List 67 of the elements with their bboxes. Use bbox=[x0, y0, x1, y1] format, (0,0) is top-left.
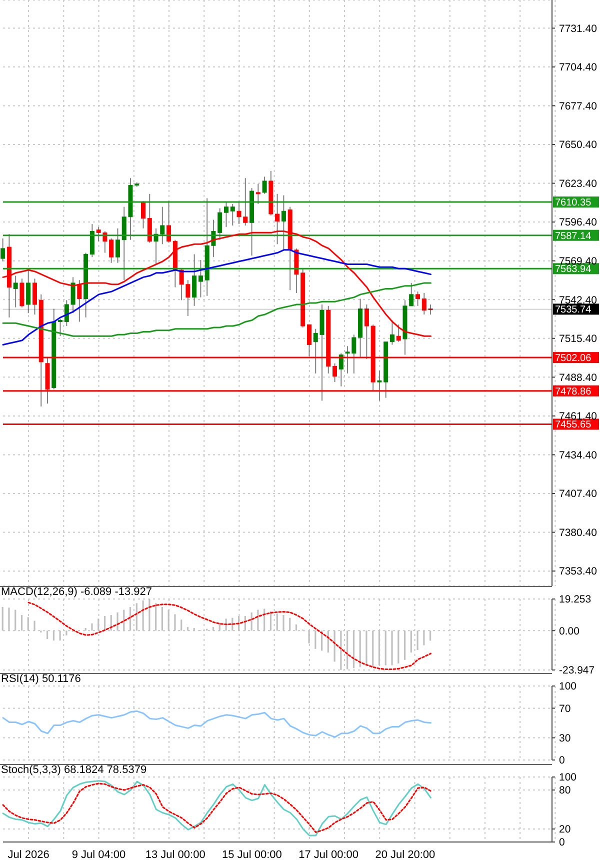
y-tick-label: 0 bbox=[559, 754, 565, 767]
candlestick bbox=[77, 280, 82, 322]
candlestick bbox=[390, 320, 394, 346]
chart-title: Stoch(5,3,3) 68.1824 78.5379 bbox=[1, 764, 147, 777]
y-tick-label: 7704.40 bbox=[559, 62, 598, 74]
y-tick-label: 100 bbox=[559, 772, 577, 784]
line-series bbox=[2, 249, 432, 346]
ref-line-label: 7587.14 bbox=[555, 230, 592, 242]
y-tick-label: 7542.40 bbox=[559, 294, 598, 306]
ref-line-label: 7455.65 bbox=[555, 420, 592, 431]
x-tick-label: 17 Jul 00:00 bbox=[298, 848, 359, 861]
candlestick bbox=[224, 202, 228, 228]
candlestick bbox=[0, 238, 6, 262]
x-tick-label: 9 Jul 04:00 bbox=[72, 848, 126, 861]
y-tick-label: 0.00 bbox=[559, 625, 580, 638]
chart-title: MACD(12,26,9) -6.089 -13.927 bbox=[1, 586, 152, 599]
x-tick-label: 15 Jul 00:00 bbox=[222, 848, 282, 861]
ref-line-label: 7535.74 bbox=[555, 304, 592, 316]
line-series bbox=[2, 282, 432, 337]
candlestick bbox=[147, 193, 152, 244]
y-tick-label: 7434.40 bbox=[559, 449, 598, 462]
candlestick bbox=[332, 362, 338, 383]
y-tick-label: 70 bbox=[559, 702, 571, 715]
y-tick-label: 7353.40 bbox=[559, 566, 598, 578]
x-tick-label: Jul 2026 bbox=[8, 848, 50, 861]
candlestick bbox=[90, 224, 94, 258]
candlestick bbox=[13, 275, 18, 308]
candlestick bbox=[416, 291, 420, 306]
y-tick-label: 7380.40 bbox=[559, 526, 598, 539]
candlestick bbox=[32, 278, 37, 316]
y-tick-label: 80 bbox=[559, 784, 571, 797]
y-tick-label: 30 bbox=[559, 732, 571, 744]
candlestick bbox=[20, 278, 24, 308]
candlestick bbox=[58, 318, 63, 337]
y-tick-label: 7515.40 bbox=[559, 333, 598, 346]
candlestick bbox=[256, 183, 260, 204]
y-tick-label: 20 bbox=[559, 824, 571, 836]
ref-line-label: 7563.94 bbox=[555, 264, 592, 276]
y-tick-label: 7677.40 bbox=[559, 100, 598, 112]
candlestick bbox=[338, 352, 344, 387]
candlestick bbox=[166, 200, 172, 244]
ref-line-label: 7502.06 bbox=[555, 353, 592, 364]
chart-title: RSI(14) 50.1176 bbox=[1, 673, 81, 686]
y-tick-label: 7596.40 bbox=[559, 216, 598, 229]
x-tick-label: 13 Jul 00:00 bbox=[145, 848, 206, 861]
y-tick-label: 7731.40 bbox=[559, 22, 598, 35]
candlestick bbox=[262, 176, 267, 194]
y-tick-label: 0 bbox=[559, 836, 565, 849]
y-tick-label: 100 bbox=[559, 680, 577, 693]
candlestick bbox=[198, 259, 203, 298]
y-tick-label: 7407.40 bbox=[559, 488, 598, 500]
candlestick bbox=[281, 194, 286, 250]
x-tick-label: 20 Jul 20:00 bbox=[375, 848, 436, 861]
y-tick-label: 7488.40 bbox=[559, 372, 598, 384]
ref-line-label: 7478.86 bbox=[555, 386, 592, 398]
y-tick-label: 19.253 bbox=[559, 594, 592, 606]
line-series bbox=[28, 602, 432, 670]
y-tick-label: 7650.40 bbox=[559, 139, 598, 152]
candlestick bbox=[115, 228, 120, 264]
y-tick-label: -23.947 bbox=[559, 664, 595, 677]
ref-line-label: 7610.35 bbox=[555, 198, 592, 209]
y-tick-label: 7623.40 bbox=[559, 178, 598, 190]
line-series bbox=[2, 710, 432, 738]
candlestick bbox=[26, 270, 31, 314]
candlestick bbox=[141, 200, 146, 229]
candlestick bbox=[192, 254, 197, 306]
candlestick bbox=[230, 203, 235, 226]
